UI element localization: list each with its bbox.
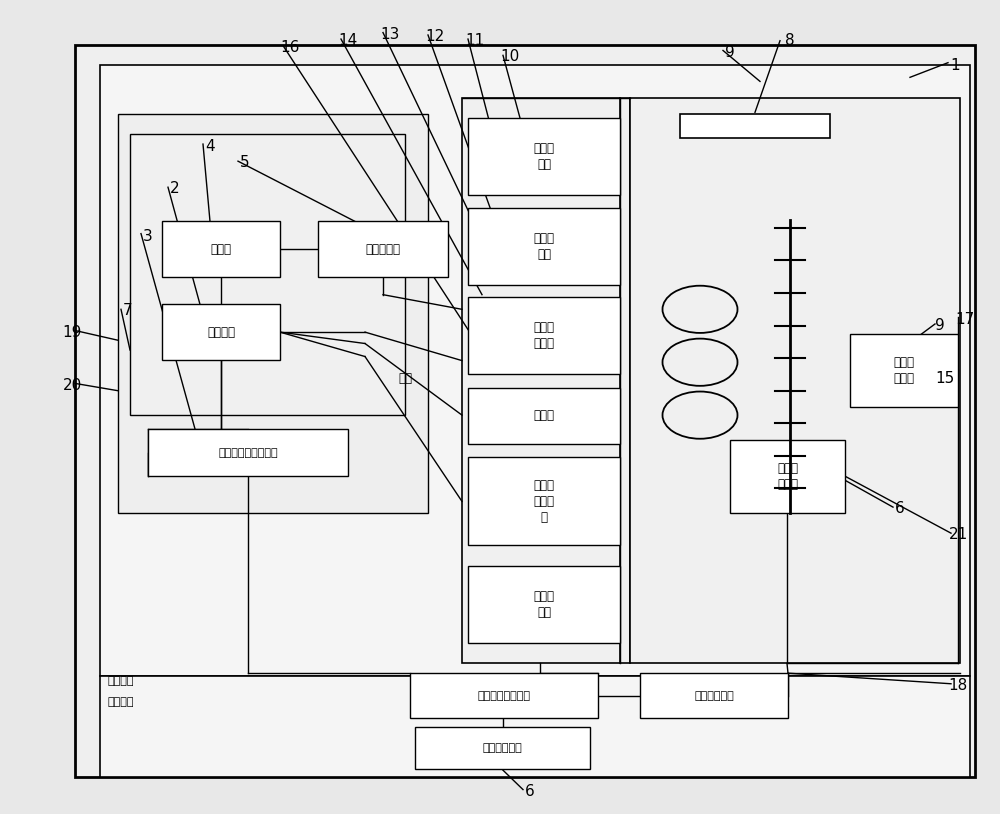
- Bar: [162, 304, 280, 360]
- Text: 8: 8: [785, 33, 795, 48]
- Bar: [462, 98, 630, 663]
- Bar: [640, 673, 788, 718]
- Bar: [468, 297, 620, 374]
- Bar: [730, 440, 845, 513]
- Text: 淋雨量
测试仪: 淋雨量 测试仪: [534, 322, 554, 350]
- Text: 7: 7: [123, 304, 133, 318]
- Text: 数据采集模块: 数据采集模块: [694, 690, 734, 701]
- Bar: [468, 208, 620, 285]
- Text: 模拟环境控制模块: 模拟环境控制模块: [478, 690, 530, 701]
- Bar: [130, 134, 405, 415]
- Bar: [410, 673, 598, 718]
- Text: 风速风
向传感
器: 风速风 向传感 器: [534, 479, 554, 524]
- Text: 20: 20: [62, 378, 82, 392]
- Bar: [468, 566, 620, 643]
- Bar: [468, 457, 620, 545]
- Text: 3: 3: [143, 229, 153, 243]
- Text: 风道: 风道: [398, 372, 412, 385]
- Text: 9: 9: [725, 46, 735, 60]
- Bar: [318, 221, 448, 277]
- Bar: [100, 676, 970, 777]
- Text: 控制大厅: 控制大厅: [108, 697, 134, 707]
- Text: 11: 11: [465, 33, 485, 48]
- Text: 温度传
感器: 温度传 感器: [534, 142, 554, 171]
- Text: 气压控
制单元: 气压控 制单元: [894, 356, 914, 385]
- Text: 16: 16: [280, 40, 300, 55]
- Text: 1: 1: [950, 58, 960, 72]
- Bar: [850, 334, 958, 407]
- Text: 雾气发生器: 雾气发生器: [366, 243, 400, 256]
- Text: 5: 5: [240, 155, 250, 170]
- Text: 喷粉机: 喷粉机: [210, 243, 232, 256]
- Bar: [630, 98, 960, 663]
- Text: 执行机构总控制模块: 执行机构总控制模块: [218, 448, 278, 457]
- Text: 13: 13: [380, 27, 400, 42]
- Bar: [680, 114, 830, 138]
- Text: 实验大厅: 实验大厅: [108, 676, 134, 686]
- Text: 可调风机: 可调风机: [207, 326, 235, 339]
- Bar: [118, 114, 428, 513]
- Bar: [468, 388, 620, 444]
- Text: 17: 17: [955, 312, 975, 326]
- Text: 14: 14: [338, 33, 358, 48]
- Text: 9: 9: [935, 318, 945, 333]
- Text: 6: 6: [895, 501, 905, 516]
- Text: 本地监控系统: 本地监控系统: [483, 743, 522, 753]
- Text: 10: 10: [500, 50, 520, 64]
- Text: 粉尘传
感器: 粉尘传 感器: [534, 590, 554, 619]
- Text: 6: 6: [525, 784, 535, 799]
- Text: 温度调
节装置: 温度调 节装置: [777, 462, 798, 491]
- Text: 18: 18: [948, 678, 968, 693]
- Text: 15: 15: [935, 371, 955, 386]
- Bar: [148, 429, 348, 476]
- Text: 12: 12: [425, 29, 445, 44]
- Bar: [468, 118, 620, 195]
- Bar: [162, 221, 280, 277]
- Bar: [100, 65, 970, 676]
- Text: 湿度传
感器: 湿度传 感器: [534, 232, 554, 260]
- Bar: [415, 727, 590, 769]
- Text: 气压计: 气压计: [534, 409, 554, 422]
- Text: 19: 19: [62, 325, 82, 339]
- Text: 21: 21: [948, 527, 968, 542]
- Text: 2: 2: [170, 182, 180, 196]
- Text: 4: 4: [205, 139, 215, 154]
